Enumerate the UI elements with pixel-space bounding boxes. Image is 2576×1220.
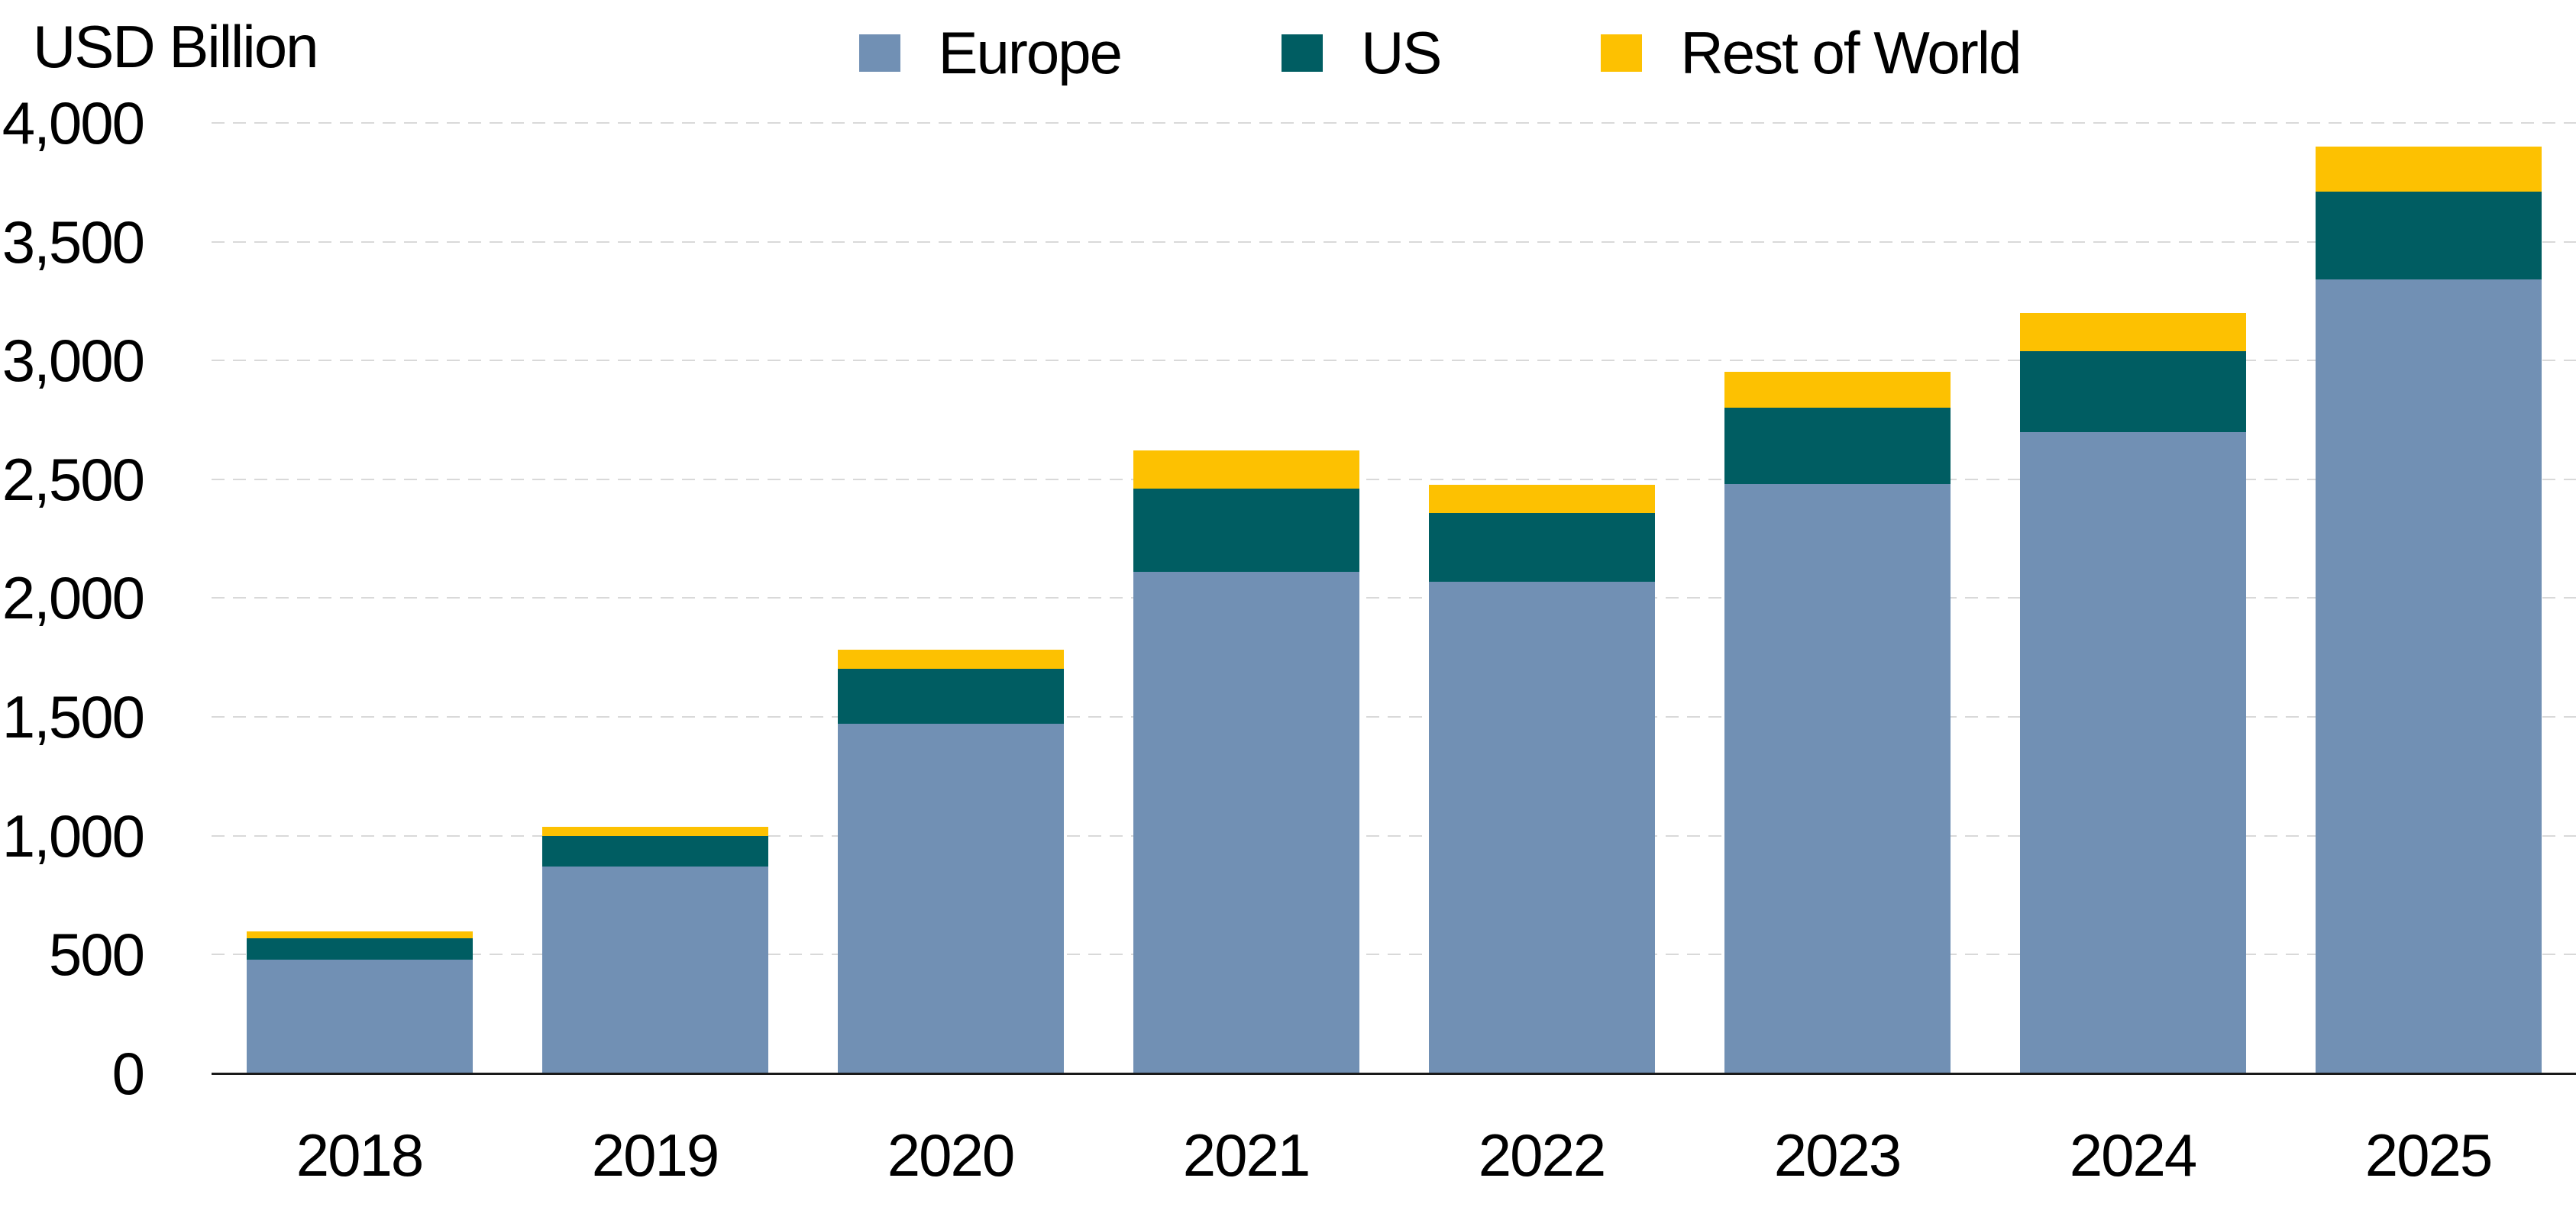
x-tick-label-2022: 2022 — [1478, 1122, 1607, 1189]
bar-2023 — [1689, 123, 1985, 1073]
bar-segment-2022-us — [1428, 513, 1655, 582]
legend: Europe US Rest of World — [257, 21, 2576, 84]
x-tick-label-2020: 2020 — [887, 1122, 1016, 1189]
bar-segment-2023-rest-of-world — [1724, 372, 1951, 408]
bars — [212, 123, 2576, 1073]
legend-swatch-us — [1282, 34, 1324, 72]
y-tick-label: 1,000 — [2, 802, 145, 870]
bar-2021 — [1098, 123, 1394, 1073]
bar-segment-2019-rest-of-world — [541, 827, 768, 836]
gridline-2000 — [212, 597, 2576, 599]
bar-segment-2023-europe — [1724, 484, 1951, 1073]
x-tick-label-2019: 2019 — [591, 1122, 720, 1189]
bar-segment-2019-us — [541, 836, 768, 867]
x-tick-label-2025: 2025 — [2364, 1122, 2494, 1189]
gridline-500 — [212, 954, 2576, 955]
y-axis-ticks: 0 500 1,000 1,500 2,000 2,500 3,000 3,500 4,000 — [0, 93, 145, 1103]
bar-segment-2021-europe — [1133, 572, 1359, 1073]
bar-segment-2025-rest-of-world — [2315, 147, 2542, 192]
x-axis-line — [212, 1073, 2576, 1075]
bar-2024 — [1985, 123, 2280, 1073]
bar-segment-2021-us — [1133, 489, 1359, 572]
gridline-3000 — [212, 360, 2576, 361]
x-tick-label-2021: 2021 — [1182, 1122, 1311, 1189]
bar-segment-2024-europe — [2019, 432, 2246, 1073]
y-tick-label: 500 — [48, 921, 145, 988]
bar-segment-2021-rest-of-world — [1133, 450, 1359, 489]
y-axis-title: USD Billion — [33, 13, 318, 80]
bar-segment-2022-europe — [1428, 582, 1655, 1073]
x-tick-label-2023: 2023 — [1773, 1122, 1902, 1189]
legend-item-europe: Europe — [858, 19, 1123, 86]
bar-segment-2025-us — [2315, 192, 2542, 279]
gridline-1000 — [212, 835, 2576, 837]
bar-segment-2020-europe — [837, 724, 1064, 1073]
bar-segment-2024-rest-of-world — [2019, 313, 2246, 351]
gridline-1500 — [212, 716, 2576, 718]
bar-segment-2018-rest-of-world — [246, 931, 473, 938]
legend-item-us: US — [1282, 19, 1442, 86]
y-tick-label: 0 — [112, 1040, 145, 1107]
y-tick-label: 2,000 — [2, 564, 145, 631]
bar-2025 — [2280, 123, 2576, 1073]
x-tick-label-2018: 2018 — [296, 1122, 425, 1189]
y-tick-label: 4,000 — [2, 89, 145, 157]
bar-segment-2024-us — [2019, 351, 2246, 432]
bar-segment-2020-us — [837, 669, 1064, 724]
bar-2020 — [803, 123, 1098, 1073]
y-tick-label: 1,500 — [2, 683, 145, 750]
bar-segment-2018-us — [246, 938, 473, 960]
legend-label: US — [1361, 19, 1442, 86]
y-tick-label: 3,000 — [2, 327, 145, 394]
gridline-4000 — [212, 122, 2576, 124]
gridline-3500 — [212, 241, 2576, 243]
bar-2018 — [212, 123, 507, 1073]
y-tick-label: 3,500 — [2, 208, 145, 276]
x-tick-label-2024: 2024 — [2069, 1122, 2198, 1189]
legend-swatch-rest-of-world — [1601, 34, 1643, 72]
x-axis-labels: 2018 2019 2020 2021 2022 2023 2024 2025 — [212, 1124, 2576, 1186]
bar-2019 — [507, 123, 803, 1073]
legend-swatch-europe — [858, 34, 900, 72]
bar-2022 — [1394, 123, 1689, 1073]
legend-label: Rest of World — [1680, 19, 2022, 86]
bar-segment-2020-rest-of-world — [837, 650, 1064, 669]
plot-area — [212, 122, 2576, 1075]
gridline-2500 — [212, 479, 2576, 480]
legend-item-rest-of-world: Rest of World — [1601, 19, 2022, 86]
bar-segment-2019-europe — [541, 867, 768, 1073]
bar-segment-2022-rest-of-world — [1428, 485, 1655, 513]
legend-label: Europe — [938, 19, 1123, 86]
y-tick-label: 2,500 — [2, 446, 145, 513]
bar-segment-2023-us — [1724, 408, 1951, 484]
bar-segment-2018-europe — [246, 960, 473, 1073]
bar-segment-2025-europe — [2315, 279, 2542, 1073]
